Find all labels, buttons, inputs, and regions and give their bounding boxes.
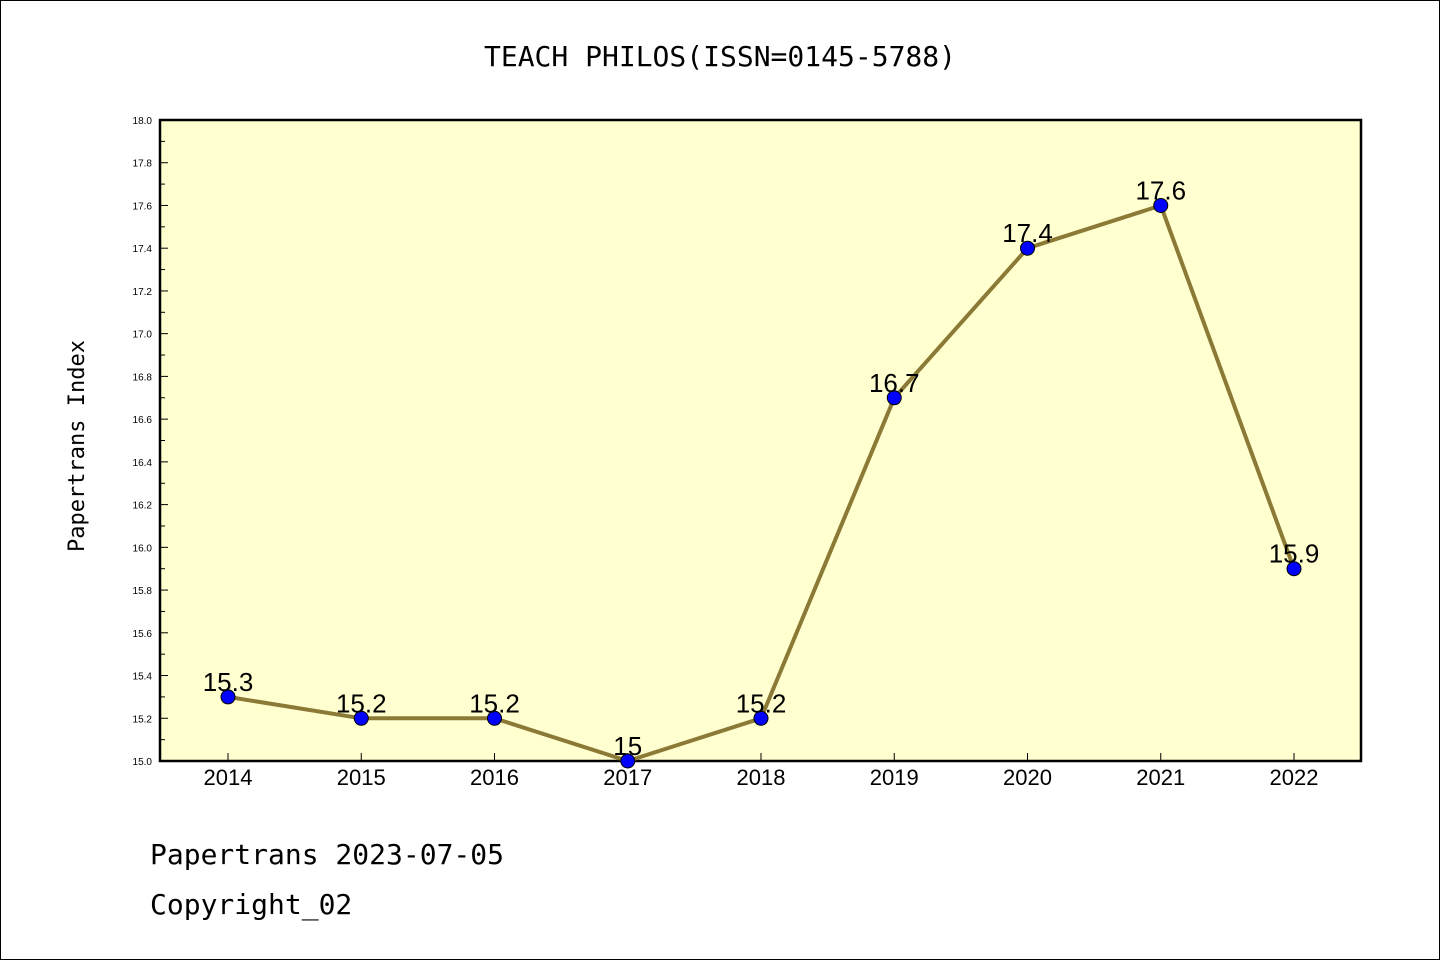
y-axis-label: Papertrans Index	[65, 340, 90, 552]
footer-copyright: Copyright_02	[150, 888, 352, 922]
x-axis: 2014 2015 2016 2017 2018 2019 2020 2021 2022	[204, 753, 1319, 790]
y-tick-label: 15.6	[133, 629, 153, 640]
y-tick-label: 16.6	[133, 415, 153, 426]
data-point	[1286, 561, 1302, 577]
data-point	[1020, 240, 1035, 256]
data-point	[487, 710, 502, 726]
x-tick-label: 2015	[337, 765, 386, 790]
x-tick-label: 2022	[1270, 765, 1319, 790]
chart-title: TEACH PHILOS(ISSN=0145-5788)	[484, 40, 956, 73]
data-label: 15.2	[469, 688, 520, 718]
data-label: 17.6	[1135, 175, 1186, 205]
data-point	[753, 710, 769, 726]
data-label: 15.2	[736, 688, 787, 718]
x-tick-label: 2014	[204, 765, 253, 790]
y-tick-label: 15.4	[133, 672, 153, 683]
y-tick-label: 17.2	[133, 287, 153, 298]
y-tick-label: 16.8	[133, 372, 153, 383]
data-label: 17.4	[1002, 218, 1053, 248]
markers-group	[220, 197, 1302, 769]
y-tick-label: 16.4	[133, 458, 153, 469]
x-tick-label: 2018	[737, 765, 786, 790]
y-tick-label: 15.8	[133, 586, 153, 597]
y-tick-label: 17.4	[133, 244, 153, 255]
data-label: 15.3	[203, 667, 254, 697]
data-point	[353, 710, 369, 726]
x-tick-label: 2019	[870, 765, 919, 790]
y-tick-label: 17.0	[133, 330, 153, 341]
y-tick-label: 16.2	[133, 501, 153, 512]
y-tick-label: 17.8	[133, 159, 153, 170]
data-label: 15.9	[1269, 539, 1320, 569]
x-tick-label: 2020	[1003, 765, 1052, 790]
y-tick-label: 15.2	[133, 714, 153, 725]
data-point	[220, 689, 236, 705]
data-point	[1153, 197, 1169, 213]
y-tick-label: 15.0	[133, 757, 153, 768]
data-label: 16.7	[869, 368, 920, 398]
data-point	[886, 390, 902, 406]
x-tick-label: 2016	[470, 765, 519, 790]
data-label: 15	[613, 731, 642, 761]
data-label: 15.2	[336, 688, 387, 718]
data-point	[620, 753, 636, 769]
footer-date: Papertrans 2023-07-05	[150, 838, 504, 871]
x-tick-label: 2021	[1136, 765, 1185, 790]
data-labels-group: 15.3 15.2 15.2 15 15.2 16.7 17.4 17.6 15.9	[203, 175, 1320, 761]
x-tick-label: 2017	[603, 765, 652, 790]
plot-area	[158, 118, 1363, 763]
y-axis: 15.0 15.2 15.4 15.6 15.8 16.0 16.2 16.4 16.6 16.8…	[133, 116, 168, 768]
y-tick-label: 16.0	[133, 543, 153, 554]
y-tick-label: 17.6	[133, 201, 153, 212]
y-tick-label: 18.0	[133, 116, 153, 127]
